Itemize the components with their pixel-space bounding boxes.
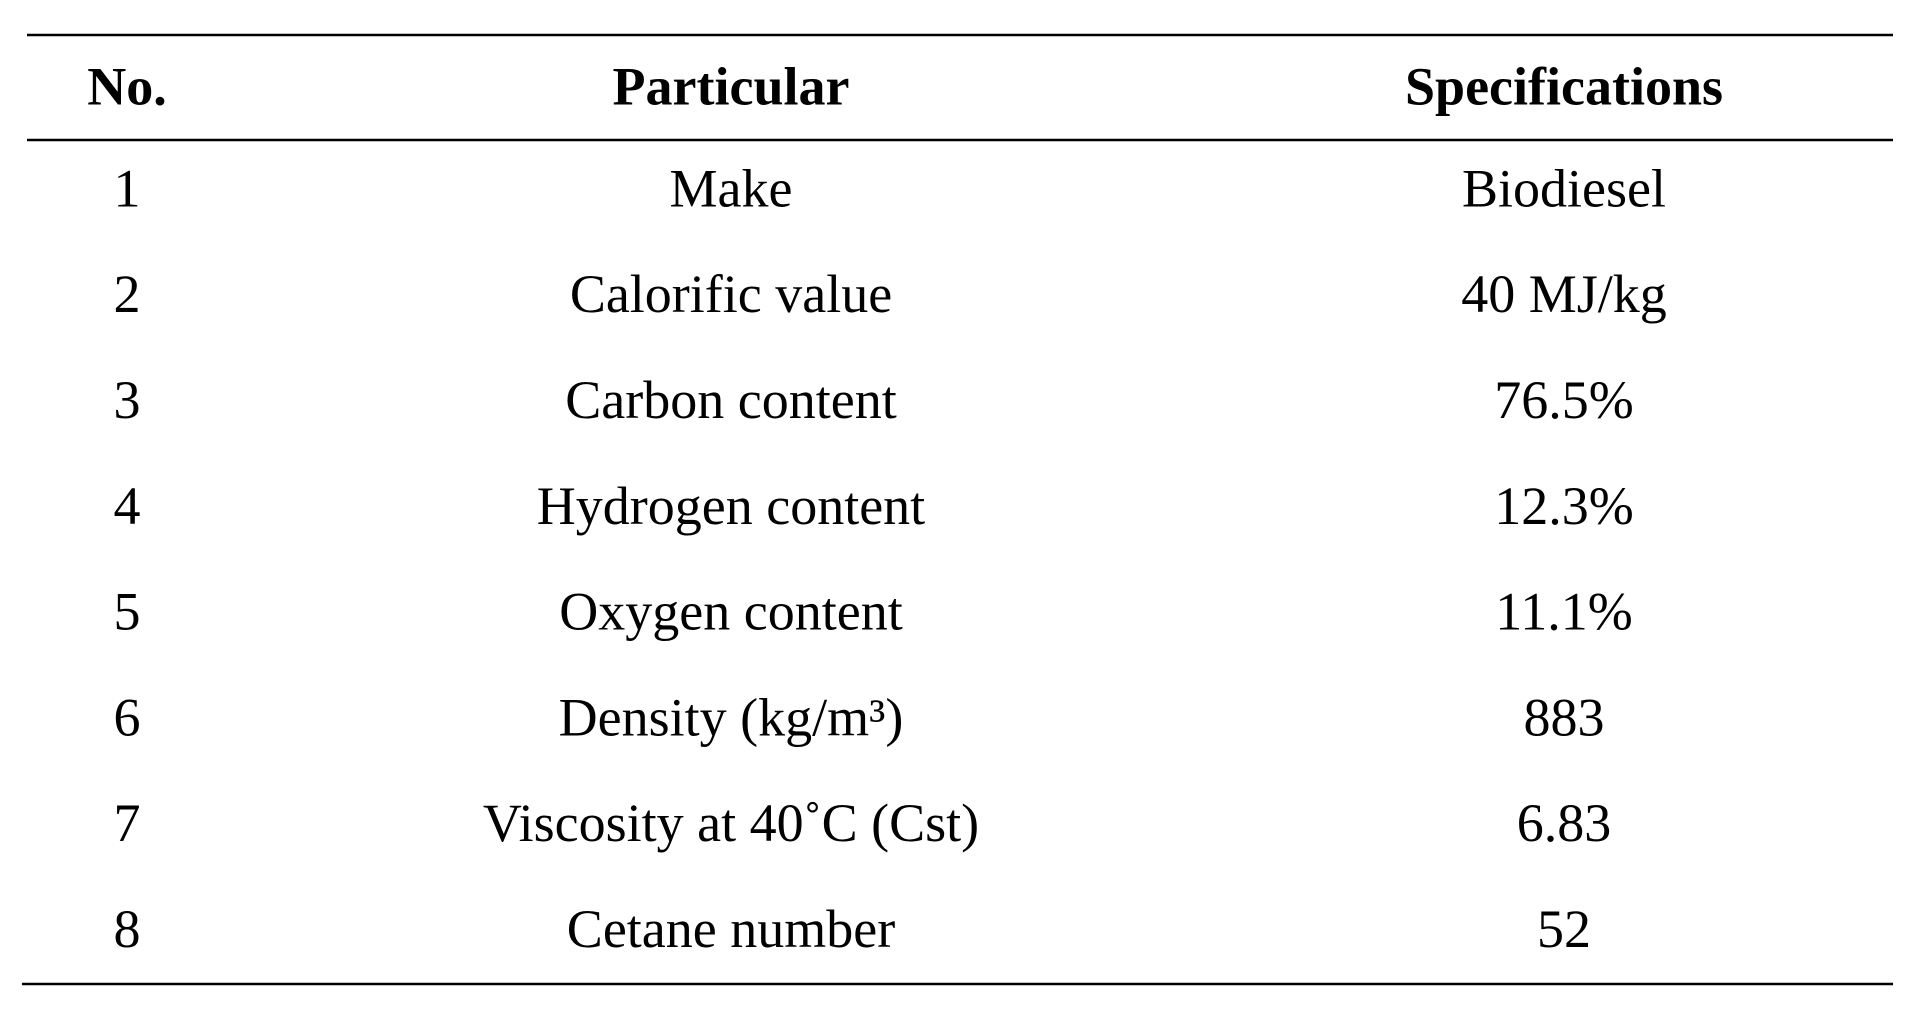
particular: Make — [670, 158, 793, 218]
specification: Biodiesel — [1462, 158, 1666, 218]
row-number: 2 — [114, 264, 141, 324]
particular: Oxygen content — [559, 582, 902, 642]
column-header: No. — [87, 56, 167, 116]
particular: Cetane number — [567, 899, 895, 959]
particular: Calorific value — [570, 264, 892, 324]
column-header: Particular — [613, 56, 850, 116]
row-number: 3 — [114, 370, 141, 430]
particular: Carbon content — [565, 370, 896, 430]
specification: 76.5% — [1494, 370, 1633, 430]
row-number: 6 — [114, 687, 141, 747]
column-header: Specifications — [1405, 56, 1723, 116]
row-number: 5 — [114, 582, 141, 642]
row-number: 8 — [114, 899, 141, 959]
specification: 52 — [1537, 899, 1591, 959]
particular: Hydrogen content — [537, 476, 925, 536]
specification: 40 MJ/kg — [1461, 264, 1667, 324]
row-number: 4 — [114, 476, 141, 536]
specification: 12.3% — [1494, 476, 1633, 536]
particular: Viscosity at 40˚C (Cst) — [483, 793, 979, 853]
row-number: 7 — [114, 793, 141, 853]
particular: Density (kg/m³) — [559, 687, 904, 747]
specification: 883 — [1524, 687, 1605, 747]
specification: 11.1% — [1495, 582, 1632, 642]
specification: 6.83 — [1517, 793, 1612, 853]
row-number: 1 — [114, 158, 141, 218]
